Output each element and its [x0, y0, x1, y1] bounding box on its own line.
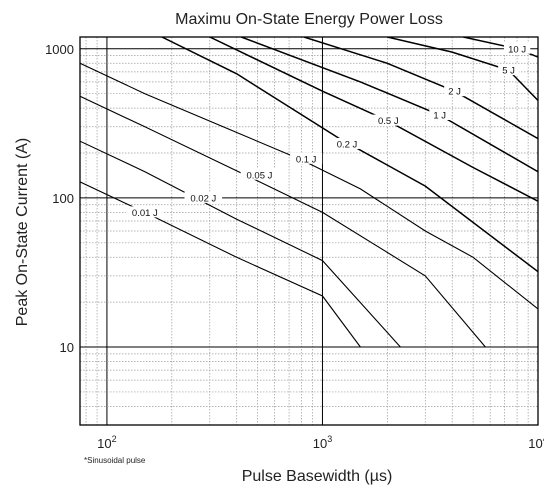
- curve-label: 10 J: [508, 44, 526, 55]
- curve-0-05-j: [80, 95, 486, 348]
- curves: [80, 37, 538, 348]
- curve-label-bg: [444, 85, 465, 97]
- curve-label-bg: [503, 42, 531, 54]
- curve-2-j: [303, 37, 538, 140]
- y-tick-label: 10: [60, 340, 74, 355]
- curve-label-bg: [331, 137, 364, 149]
- curve-label-bg: [240, 168, 279, 180]
- curve-label: 1 J: [433, 110, 446, 121]
- curve-label-bg: [429, 108, 451, 120]
- x-tick-label: 102: [97, 434, 116, 451]
- chart-title: Maximu On-State Energy Power Loss: [175, 11, 443, 28]
- curve-label: 2 J: [448, 87, 461, 98]
- curve-label: 0.02 J: [190, 193, 216, 204]
- y-tick-labels: 10 100 1000: [45, 42, 74, 355]
- x-tick-labels: 102 103 104: [97, 434, 544, 451]
- curve-label: 0.2 J: [337, 139, 358, 150]
- x-tick-label: 104: [528, 434, 544, 451]
- curve-label-bg: [126, 206, 164, 218]
- curve-0-02-j: [80, 140, 401, 348]
- curve-5-j: [387, 37, 538, 102]
- curve-label: 5 J: [502, 66, 515, 77]
- curve-label: 0.05 J: [246, 170, 272, 181]
- curve-label: 0.01 J: [132, 208, 158, 219]
- curve-labels: 0.01 J 0.02 J 0.05 J 0.1 J 0.2 J 0.5 J 1 J 2 J 5…: [126, 42, 531, 219]
- y-axis-label: Peak On-State Current (A): [14, 138, 31, 327]
- curve-label-bg: [184, 191, 223, 203]
- y-tick-label: 100: [52, 191, 74, 206]
- curve-label: 0.1 J: [296, 154, 317, 165]
- y-tick-label: 1000: [45, 42, 74, 57]
- curve-0-1-j: [80, 62, 538, 310]
- sinusoidal-note: *Sinusoidal pulse: [84, 456, 146, 465]
- plot-frame: [79, 36, 539, 426]
- curve-label-bg: [290, 152, 323, 164]
- x-axis-label: Pulse Basewidth (µs): [242, 468, 393, 485]
- curve-label-bg: [372, 114, 405, 126]
- curve-label-bg: [498, 64, 519, 76]
- x-tick-label: 103: [313, 434, 332, 451]
- curve-1-j: [241, 37, 538, 173]
- curve-0-01-j: [80, 181, 361, 348]
- curve-label: 0.5 J: [378, 116, 399, 127]
